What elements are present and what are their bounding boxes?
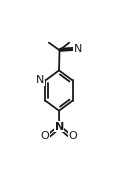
Text: N: N [55,122,64,132]
Text: O: O [69,131,78,141]
Text: N: N [73,44,82,54]
Text: N: N [36,75,44,85]
Text: O: O [41,131,50,141]
